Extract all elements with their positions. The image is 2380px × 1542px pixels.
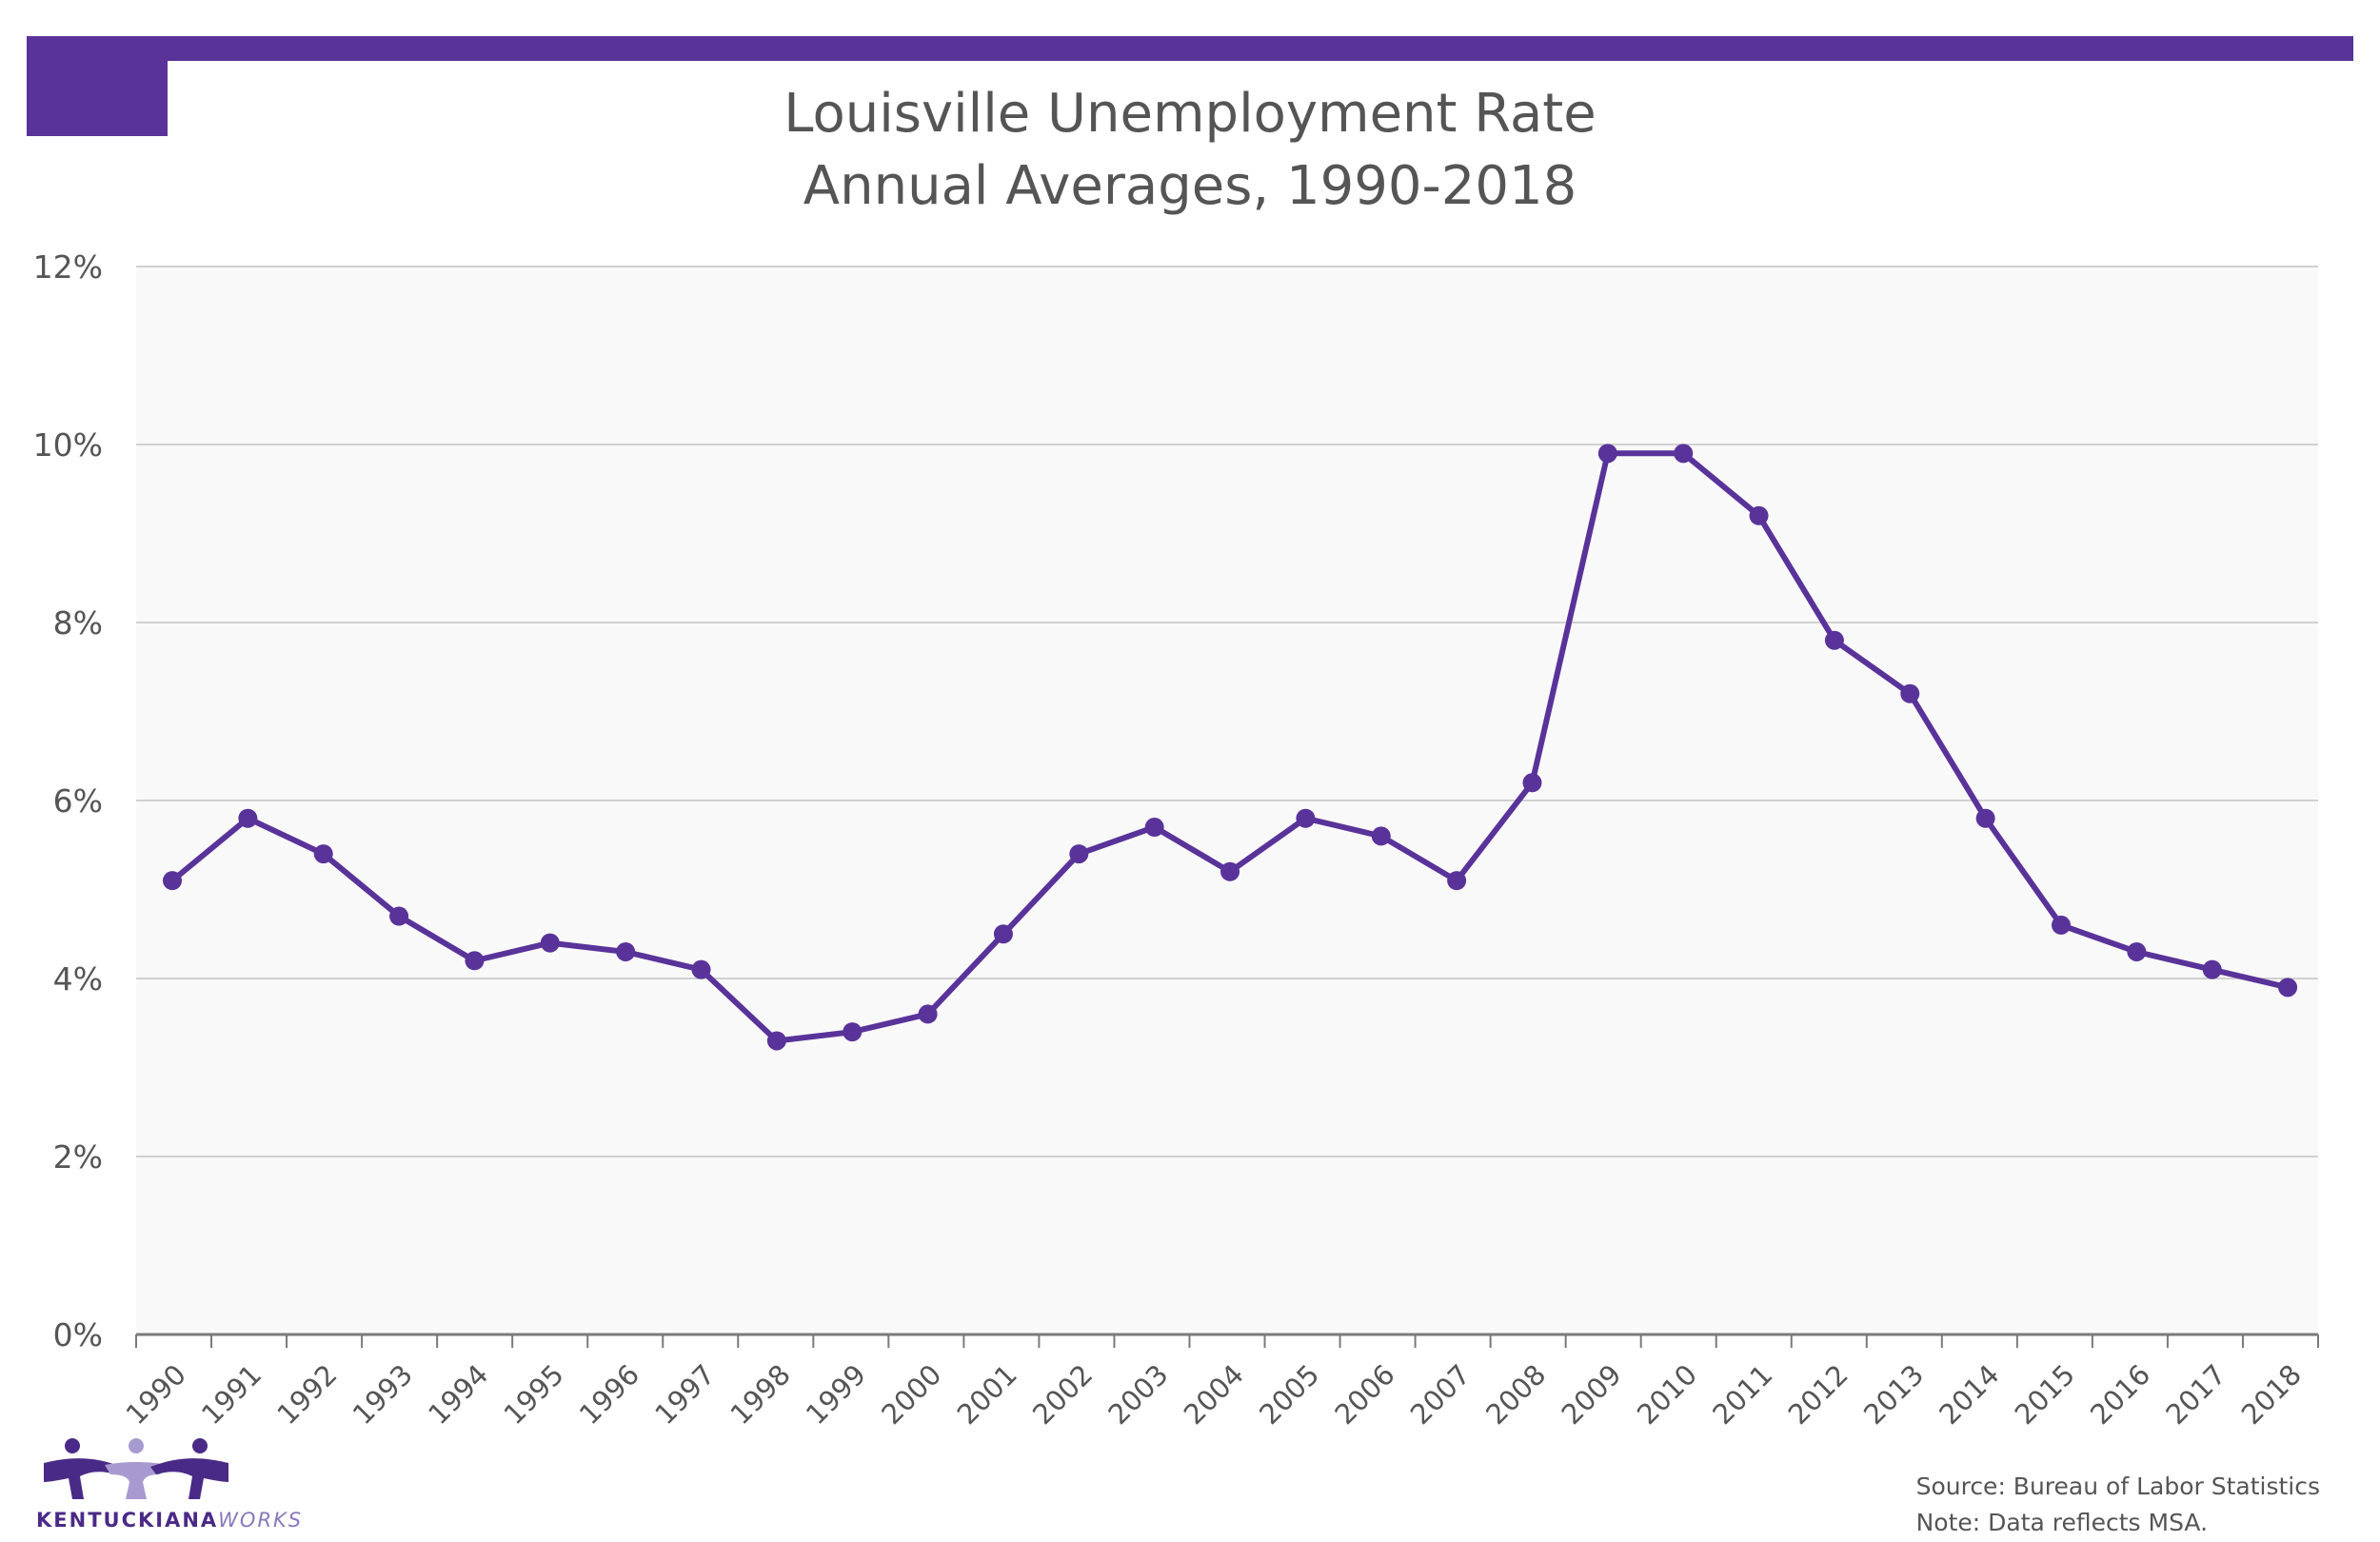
data-point [1749,505,1769,525]
data-point [1220,861,1240,881]
data-point [465,951,485,971]
y-tick-label: 8% [53,604,103,642]
x-tick-label: 2003 [1101,1358,1174,1431]
x-tick-label: 1996 [573,1358,645,1431]
logo-figure-center [105,1462,168,1499]
x-tick-label: 1990 [120,1358,192,1431]
data-point [1522,773,1542,793]
logo-figure-head-center [129,1438,144,1453]
x-tick-label: 2010 [1631,1358,1703,1431]
logo-figure-left [44,1458,122,1499]
source-note: Source: Bureau of Labor Statistics Note:… [1916,1469,2320,1541]
x-tick-label: 2012 [1782,1358,1854,1431]
logo-wordmark-suffix: WORKS [218,1509,304,1532]
x-tick-label: 2001 [951,1358,1023,1431]
data-point [1975,808,1995,828]
x-axis [135,1333,2319,1348]
x-tick-label: 2000 [875,1358,947,1431]
data-points [163,444,2298,1051]
data-point [313,844,333,864]
x-tick-label: 2013 [1857,1358,1930,1431]
x-tick-label: 2011 [1706,1358,1778,1431]
x-tick-label: 1993 [347,1358,419,1431]
y-tick-label: 6% [53,782,103,820]
logo-wordmark-main: KENTUCKIANA [36,1509,219,1532]
x-tick-label: 2017 [2159,1358,2231,1431]
data-point [918,1004,938,1024]
x-tick-label: 1992 [270,1358,343,1431]
data-point [1069,844,1089,864]
x-tick-label: 1991 [195,1358,268,1431]
data-point [540,933,560,953]
header-accent-bar [27,36,2353,61]
y-tick-label: 10% [33,426,103,464]
logo-wordmark: KENTUCKIANAWORKS [36,1509,303,1532]
data-point [238,808,258,828]
data-point [691,959,711,979]
x-tick-label: 1994 [422,1358,494,1431]
note-text: Note: Data reflects MSA. [1915,1509,2209,1536]
data-point [1296,808,1316,828]
kentuckiana-works-logo [44,1438,228,1499]
chart-title-line1: Louisville Unemployment Rate [783,83,1597,145]
gridlines [136,266,2318,1157]
x-tick-label: 2018 [2235,1358,2308,1431]
data-point [1447,871,1467,891]
data-point [163,871,182,891]
y-axis-tick-labels: 0% 2% 4% 6% 8% 10% 12% [33,248,103,1354]
x-tick-label: 2016 [2084,1358,2156,1431]
data-point [2202,959,2222,979]
data-point [843,1022,863,1042]
y-tick-label: 0% [53,1316,103,1354]
x-tick-label: 1995 [498,1358,570,1431]
header-accent-tab [27,36,168,136]
data-point [1371,826,1391,846]
x-tick-label: 2004 [1178,1358,1250,1431]
logo-figure-right [150,1458,228,1499]
data-point [1674,444,1694,464]
x-tick-label: 1998 [724,1358,797,1431]
data-point [1597,444,1617,464]
x-tick-label: 1997 [648,1358,721,1431]
data-point [1900,683,1920,703]
logo-figure-head-left [65,1438,80,1453]
logo-figure-head-right [192,1438,208,1453]
y-tick-label: 4% [53,960,103,998]
x-tick-label: 2005 [1253,1358,1325,1431]
chart-title: Louisville Unemployment Rate Annual Aver… [0,78,2380,223]
data-point [616,941,636,961]
x-axis-tick-labels: 1990 1991 1992 1993 1994 1995 1996 1997 1998 1999… [120,1358,2308,1431]
source-text: Source: Bureau of Labor Statistics [1915,1473,2320,1500]
data-point [993,924,1013,944]
y-tick-label: 2% [53,1138,103,1176]
x-tick-label: 2014 [1933,1358,2005,1431]
data-point [2127,941,2147,961]
x-tick-label: 2015 [2009,1358,2081,1431]
x-tick-label: 2007 [1404,1358,1477,1431]
x-tick-label: 1999 [800,1358,872,1431]
data-point [2052,915,2071,935]
data-point [389,906,409,926]
data-point [1824,630,1844,650]
data-point [1144,818,1164,838]
chart-title-line2: Annual Averages, 1990-2018 [803,155,1577,217]
x-tick-label: 2008 [1479,1358,1552,1431]
y-tick-label: 12% [33,248,103,286]
data-point [2278,978,2298,998]
x-tick-label: 2009 [1556,1358,1628,1431]
x-tick-label: 2006 [1328,1358,1400,1431]
data-point [766,1031,786,1051]
x-tick-label: 2002 [1026,1358,1099,1431]
